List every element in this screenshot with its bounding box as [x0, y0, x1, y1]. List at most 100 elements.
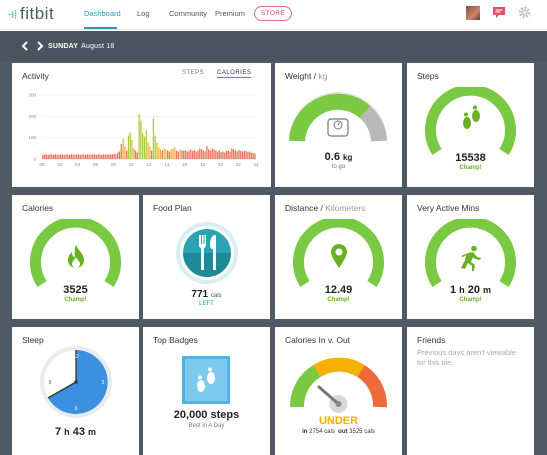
nav-community[interactable]: Community	[169, 9, 207, 18]
tab-steps[interactable]: STEPS	[182, 70, 205, 76]
activity-bar	[85, 154, 87, 159]
activity-bar	[81, 154, 83, 159]
chevron-right-icon[interactable]	[35, 41, 45, 51]
activity-bar	[179, 149, 181, 159]
activity-bar	[124, 146, 126, 159]
steps-tile[interactable]: Steps 15538 Champ!	[407, 63, 534, 187]
active-hours-unit: h	[459, 285, 465, 295]
activity-bar	[241, 151, 244, 159]
activity-bar	[247, 152, 249, 159]
activity-bar	[126, 150, 128, 159]
activity-bar	[200, 149, 203, 159]
activity-bar	[195, 151, 197, 159]
activity-tile[interactable]: Activity STEPS CALORIES 300 200 100 0 00 02 04…	[12, 63, 271, 187]
distance-tile[interactable]: Distance / Kilometers 12.49 Champ!	[275, 195, 402, 319]
activity-bar	[120, 144, 122, 159]
calories-io-values: in 2754 cals out 3525 cals	[275, 429, 402, 435]
activity-bar	[225, 150, 228, 159]
avatar[interactable]	[466, 6, 480, 20]
nav-log[interactable]: Log	[137, 9, 150, 18]
x-tick-label: 16	[182, 162, 188, 167]
activity-bar	[245, 150, 247, 159]
activity-bar	[79, 154, 81, 159]
tile-title: Weight / kg	[285, 71, 328, 81]
activity-bar	[202, 150, 204, 159]
activity-bar	[142, 133, 144, 159]
activity-bar	[127, 135, 130, 159]
calories-in-out-tile[interactable]: Calories In v. Out UNDER in 2754 cals ou…	[275, 327, 402, 455]
steps-title: Steps	[417, 71, 439, 81]
activity-bar	[213, 149, 215, 159]
gear-icon[interactable]	[518, 6, 531, 19]
fitbit-logo[interactable]: fitbit	[8, 4, 55, 23]
plate-icon	[176, 222, 238, 284]
in-unit: cals	[324, 429, 335, 435]
food-plan-value: 771	[191, 289, 209, 300]
activity-bar	[154, 135, 156, 159]
calories-io-title: Calories In v. Out	[285, 335, 351, 345]
y-tick-label: 0	[33, 157, 36, 162]
sleep-minutes-unit: m	[88, 427, 97, 437]
activity-bar	[240, 150, 242, 159]
activity-bar	[111, 154, 114, 159]
active-hours: 1	[449, 284, 457, 296]
activity-bar	[72, 154, 74, 159]
friends-tile[interactable]: Friends Previous days aren't viewable fo…	[407, 327, 534, 455]
calories-title: Calories	[22, 203, 54, 213]
calories-tile[interactable]: Calories 3525 Champ!	[12, 195, 139, 319]
activity-bar	[122, 138, 124, 159]
activity-bar	[65, 154, 67, 159]
weight-tile[interactable]: Weight / kg 0.6 kg to go	[275, 63, 402, 187]
badge-icon	[182, 356, 230, 404]
activity-bar	[152, 118, 155, 159]
steps-sub: Champ!	[459, 165, 482, 171]
activity-bar	[208, 149, 210, 159]
activity-bar	[99, 154, 101, 159]
sleep-hours: 7	[54, 426, 62, 438]
store-button[interactable]: STORE	[254, 6, 292, 21]
nav-premium[interactable]: Premium	[215, 9, 246, 18]
tab-calories[interactable]: CALORIES	[217, 70, 252, 78]
distance-value: 12.49	[324, 284, 353, 296]
activity-bar	[218, 150, 221, 159]
activity-bar	[58, 154, 60, 159]
food-plan-tile[interactable]: Food Plan 771 cals LEFT	[143, 195, 270, 319]
activity-bar	[70, 154, 73, 159]
calories-io-gauge	[290, 357, 387, 413]
x-tick-label: 18	[200, 162, 206, 167]
activity-bar	[156, 143, 158, 159]
sleep-tile[interactable]: Sleep 12 3 6 9 7 h 43 m	[12, 327, 139, 455]
in-value: 2754	[309, 429, 323, 435]
weight-value-row: 0.6 kg	[275, 151, 402, 163]
activity-bar	[254, 153, 256, 159]
chevron-left-icon[interactable]	[20, 41, 30, 51]
location-pin-icon	[331, 244, 347, 268]
activity-bar	[250, 152, 253, 159]
message-icon[interactable]	[493, 7, 505, 18]
nav-dashboard[interactable]: Dashboard	[84, 9, 121, 18]
activity-bar	[86, 154, 89, 159]
activity-bar	[163, 148, 165, 159]
activity-bar	[95, 154, 97, 159]
food-plan-title: Food Plan	[153, 203, 192, 213]
y-tick-label: 300	[28, 93, 36, 98]
x-tick-label: 04	[75, 162, 81, 167]
top-navigation: fitbit Dashboard Log Community Premium S…	[0, 0, 547, 30]
activity-bar	[97, 154, 99, 159]
weight-gauge	[289, 92, 387, 142]
calories-io-status: UNDER	[318, 415, 359, 427]
activity-bar	[193, 150, 196, 159]
activity-bar	[159, 149, 162, 159]
activity-bar	[49, 154, 51, 159]
activity-bar	[76, 154, 78, 159]
active-mins-title: Very Active Mins	[417, 203, 480, 213]
activity-bar	[117, 152, 119, 159]
friends-title: Friends	[417, 335, 446, 345]
steps-value: 15538	[455, 152, 486, 164]
active-mins-tile[interactable]: Very Active Mins 1 h 20 m Champ!	[407, 195, 534, 319]
activity-bar	[60, 154, 62, 159]
logo-text: fitbit	[20, 4, 55, 23]
active-mins-gauge	[425, 219, 516, 287]
activity-bar	[108, 154, 110, 159]
top-badges-tile[interactable]: Top Badges 20,000 steps Best in A Day	[143, 327, 270, 455]
